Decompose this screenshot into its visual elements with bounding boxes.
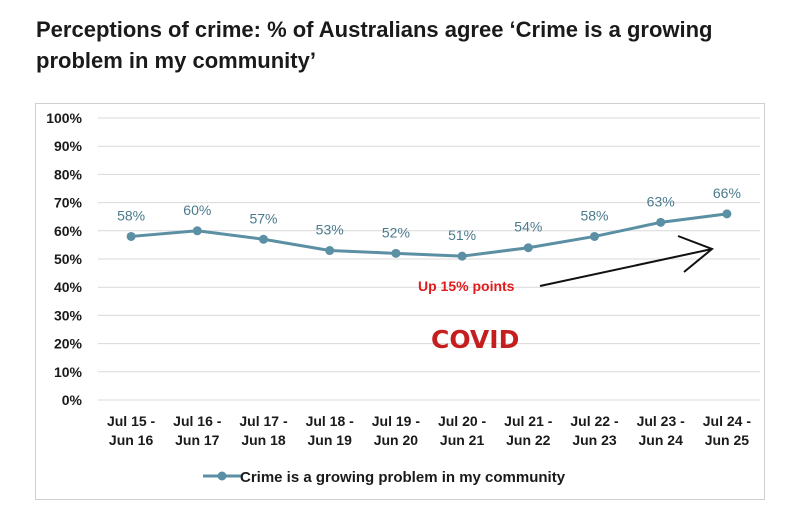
series-line: [130, 212, 728, 258]
data-point: [590, 231, 599, 241]
data-point: [656, 217, 666, 227]
x-tick-label: Jul 24 -Jun 25: [703, 413, 752, 448]
data-label: 58%: [117, 207, 145, 223]
y-tick-label: 10%: [54, 364, 83, 380]
legend: Crime is a growing problem in my communi…: [203, 469, 566, 486]
x-tick-label: Jul 21 -Jun 22: [504, 413, 553, 448]
data-label: 51%: [448, 227, 476, 243]
chart-frame: [35, 103, 765, 500]
x-tick-label: Jul 18 -Jun 19: [306, 413, 355, 448]
data-label: 66%: [713, 185, 741, 201]
y-tick-label: 30%: [54, 307, 83, 323]
x-axis-ticks: Jul 15 -Jun 16 Jul 16 -Jun 17 Jul 17 -Jun …: [107, 413, 751, 448]
data-label: 53%: [316, 222, 344, 238]
x-tick-label: Jul 22 -Jun 23: [570, 413, 619, 448]
y-tick-label: 90%: [54, 138, 83, 154]
data-point: [126, 231, 136, 241]
data-label: 58%: [580, 207, 608, 223]
trend-arrow-shaft: [539, 248, 713, 287]
data-label: 63%: [647, 193, 675, 209]
y-tick-label: 80%: [54, 166, 83, 182]
x-tick-label: Jul 19 -Jun 20: [372, 413, 421, 448]
trend-arrow-head: [677, 235, 714, 273]
data-label: 57%: [249, 210, 277, 226]
data-label: 60%: [183, 202, 211, 218]
x-tick-label: Jul 15 -Jun 16: [107, 413, 156, 448]
x-tick-label: Jul 17 -Jun 18: [239, 413, 288, 448]
data-point: [259, 234, 268, 244]
y-tick-label: 0%: [62, 392, 83, 408]
y-tick-label: 50%: [54, 251, 83, 267]
data-point: [391, 248, 401, 258]
series-group: [126, 209, 732, 261]
annotation-up-15: Up 15% points: [418, 278, 515, 294]
y-tick-label: 60%: [54, 223, 83, 239]
legend-label: Crime is a growing problem in my communi…: [240, 469, 566, 486]
annotations: Up 15% points COVID: [418, 235, 714, 354]
data-point: [192, 226, 202, 236]
chart-title: Perceptions of crime: % of Australians a…: [36, 17, 713, 73]
data-label: 52%: [382, 224, 410, 240]
y-tick-label: 100%: [46, 110, 82, 126]
x-tick-label: Jul 20 -Jun 21: [438, 413, 487, 448]
x-tick-label: Jul 23 -Jun 24: [637, 413, 686, 448]
data-point: [457, 251, 467, 261]
y-tick-label: 40%: [54, 279, 83, 295]
x-tick-label: Jul 16 -Jun 17: [173, 413, 222, 448]
y-tick-label: 20%: [54, 336, 83, 352]
gridlines: [98, 117, 760, 401]
data-point: [523, 243, 533, 253]
data-point: [722, 209, 732, 219]
legend-swatch-marker: [217, 471, 227, 481]
data-point: [325, 246, 335, 256]
data-label: 54%: [514, 219, 542, 235]
y-tick-label: 70%: [54, 195, 83, 211]
annotation-covid: COVID: [431, 325, 519, 354]
y-axis-ticks: 0% 10% 20% 30% 40% 50% 60% 70% 80% 90% 100%: [46, 110, 82, 408]
data-labels: 58% 60% 57% 53% 52% 51% 54% 58% 63% 66%: [117, 185, 741, 243]
